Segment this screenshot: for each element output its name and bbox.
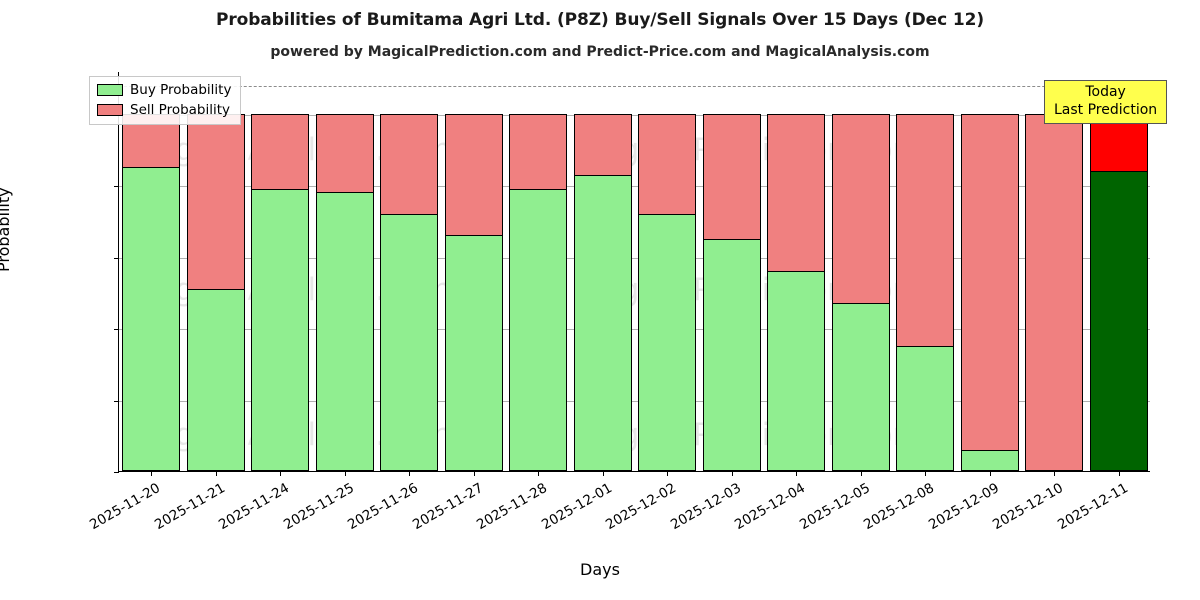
- gridline-y-20: [119, 400, 1150, 402]
- bar-group[interactable]: [1025, 71, 1084, 471]
- bar-segment-buy[interactable]: [315, 192, 374, 471]
- bar-segment-buy[interactable]: [767, 271, 826, 471]
- bar-group[interactable]: [380, 71, 439, 471]
- bar-segment-buy[interactable]: [573, 174, 632, 471]
- gridline-y-60: [119, 257, 1150, 259]
- x-tick-mark: [796, 471, 798, 476]
- x-tick-mark: [860, 471, 862, 476]
- bar-segment-buy[interactable]: [896, 346, 955, 471]
- bar-group[interactable]: [767, 71, 826, 471]
- chart-title: Probabilities of Bumitama Agri Ltd. (P8Z…: [216, 10, 984, 30]
- bar-segment-sell[interactable]: [960, 113, 1019, 471]
- bar-group[interactable]: [638, 71, 697, 471]
- y-tick-mark-0: [114, 472, 119, 474]
- x-tick-mark: [989, 471, 991, 476]
- x-tick-mark: [409, 471, 411, 476]
- x-axis-label: Days: [580, 560, 620, 579]
- x-tick-mark: [1054, 471, 1056, 476]
- bar-segment-buy[interactable]: [702, 238, 761, 471]
- bar-group[interactable]: [315, 71, 374, 471]
- y-tick-mark-40: [114, 329, 119, 331]
- x-tick-mark: [1118, 471, 1120, 476]
- legend-swatch-sell: [97, 104, 123, 116]
- reference-dashed-line: [119, 86, 1150, 88]
- bar-group[interactable]: [896, 71, 955, 471]
- x-tick-mark: [538, 471, 540, 476]
- y-axis-label: Probability: [0, 187, 13, 272]
- bar-group[interactable]: [509, 71, 568, 471]
- chart-legend: Buy Probability Sell Probability: [89, 76, 242, 125]
- bar-segment-buy[interactable]: [380, 213, 439, 471]
- x-tick-mark: [731, 471, 733, 476]
- bar-segment-buy[interactable]: [186, 288, 245, 471]
- x-tick-mark: [280, 471, 282, 476]
- legend-label-sell: Sell Probability: [130, 102, 231, 118]
- bar-group[interactable]: [573, 71, 632, 471]
- bar-group[interactable]: [251, 71, 310, 471]
- bar-segment-sell[interactable]: [1025, 113, 1084, 471]
- bar-group[interactable]: [702, 71, 761, 471]
- y-tick-mark-60: [114, 257, 119, 259]
- bar-segment-buy[interactable]: [638, 213, 697, 471]
- bar-segment-buy[interactable]: [960, 449, 1019, 471]
- x-tick-mark: [344, 471, 346, 476]
- bar-group[interactable]: [122, 71, 181, 471]
- bar-segment-buy[interactable]: [1089, 171, 1148, 471]
- x-tick-mark: [925, 471, 927, 476]
- gridline-y-80: [119, 186, 1150, 188]
- bar-group[interactable]: [1089, 71, 1148, 471]
- bar-group[interactable]: [831, 71, 890, 471]
- x-tick-mark: [473, 471, 475, 476]
- bar-segment-buy[interactable]: [444, 235, 503, 471]
- bar-group[interactable]: [186, 71, 245, 471]
- x-tick-mark: [667, 471, 669, 476]
- y-tick-mark-80: [114, 186, 119, 188]
- y-tick-mark-20: [114, 400, 119, 402]
- gridline-y-100: [119, 114, 1150, 116]
- bar-group[interactable]: [960, 71, 1019, 471]
- gridline-y-40: [119, 329, 1150, 331]
- x-tick-mark: [151, 471, 153, 476]
- legend-item-buy: Buy Probability: [97, 82, 231, 98]
- bar-segment-buy[interactable]: [509, 188, 568, 471]
- plot-area: 020406080100 MagicalAnalysis.comMagicalP…: [87, 71, 1150, 533]
- bar-segment-buy[interactable]: [831, 303, 890, 471]
- legend-label-buy: Buy Probability: [130, 82, 232, 98]
- x-tick-mark: [602, 471, 604, 476]
- today-annotation-line1: Today: [1085, 84, 1126, 100]
- today-annotation-line2: Last Prediction: [1054, 101, 1158, 118]
- legend-swatch-buy: [97, 84, 123, 96]
- legend-item-sell: Sell Probability: [97, 102, 231, 118]
- bar-segment-buy[interactable]: [251, 188, 310, 471]
- x-tick-mark: [215, 471, 217, 476]
- bar-segment-buy[interactable]: [122, 167, 181, 471]
- bar-group[interactable]: [444, 71, 503, 471]
- today-annotation: Today Last Prediction: [1044, 80, 1168, 124]
- chart-subtitle: powered by MagicalPrediction.com and Pre…: [270, 44, 930, 60]
